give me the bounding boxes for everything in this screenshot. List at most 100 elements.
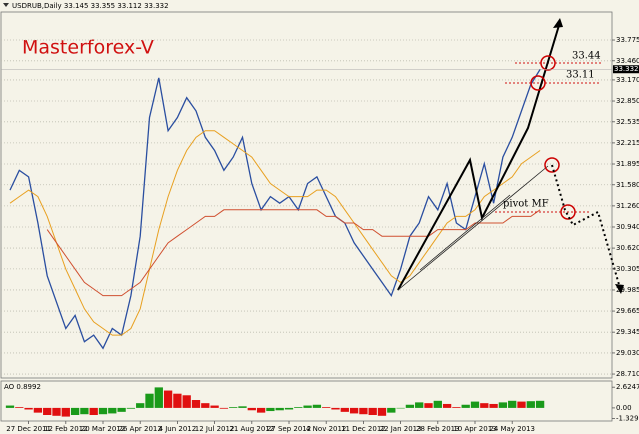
ao-bar bbox=[15, 407, 24, 408]
ao-bar bbox=[322, 407, 331, 408]
ao-bar bbox=[461, 404, 470, 408]
ao-bar bbox=[508, 400, 517, 408]
ao-bar bbox=[163, 390, 173, 408]
price-line bbox=[9, 130, 541, 336]
x-tick-label: 10 Apr 2013 bbox=[453, 425, 496, 433]
ao-bar bbox=[433, 400, 442, 408]
ao-bar bbox=[5, 405, 15, 408]
main-panel bbox=[0, 11, 613, 379]
ao-bar bbox=[210, 405, 219, 408]
ao-bar bbox=[312, 404, 322, 408]
y-tick-label: 28.710 bbox=[616, 370, 639, 378]
ao-bar bbox=[173, 393, 182, 408]
y-tick-label: 30.940 bbox=[616, 223, 639, 231]
x-tick-label: 12 Jul 2012 bbox=[195, 425, 235, 433]
ao-bar bbox=[340, 407, 349, 412]
level-label: 33.44 bbox=[572, 51, 601, 62]
x-tick-label: 27 Dec 2011 bbox=[6, 425, 51, 433]
ao-title: AO 0.8992 bbox=[4, 383, 41, 391]
ao-bar bbox=[70, 407, 80, 416]
x-tick-label: 21 Aug 2012 bbox=[229, 425, 274, 433]
x-tick-label: 26 Apr 2012 bbox=[119, 425, 162, 433]
ao-bar bbox=[489, 403, 498, 408]
y-tick-label: 32.215 bbox=[616, 139, 639, 147]
ao-bar bbox=[61, 407, 70, 417]
ao-bar bbox=[424, 403, 433, 408]
y-tick-label: 33.775 bbox=[616, 36, 639, 44]
ao-bar bbox=[43, 407, 52, 416]
pivot-label: pivot MF bbox=[503, 199, 549, 210]
y-tick-label: 29.345 bbox=[616, 328, 639, 336]
x-tick-label: 4 Jun 2012 bbox=[159, 425, 197, 433]
ao-bar bbox=[33, 407, 43, 413]
target-circle bbox=[530, 75, 546, 91]
ao-bar bbox=[331, 407, 340, 410]
ao-bar bbox=[480, 403, 489, 408]
ao-bar bbox=[303, 405, 312, 408]
ao-bar bbox=[98, 407, 108, 415]
ao-bar bbox=[349, 407, 359, 414]
y-tick-label: 2.6247 bbox=[616, 383, 639, 391]
arrow-head bbox=[553, 18, 563, 28]
ao-bar bbox=[219, 407, 229, 409]
y-tick-label: 31.895 bbox=[616, 160, 639, 168]
y-tick-label: 31.260 bbox=[616, 202, 639, 210]
y-tick-label: 29.030 bbox=[616, 349, 639, 357]
ao-bar bbox=[229, 407, 238, 408]
ao-bar bbox=[517, 401, 526, 408]
ao-bar bbox=[498, 402, 508, 408]
ao-bar bbox=[126, 407, 136, 409]
y-tick-label: 32.850 bbox=[616, 97, 639, 105]
ao-bar bbox=[415, 402, 424, 408]
ao-panel bbox=[0, 380, 613, 422]
ao-bar bbox=[247, 407, 256, 411]
ao-bar bbox=[256, 407, 266, 413]
y-tick-label: 0.00 bbox=[616, 404, 632, 412]
x-tick-label: 20 Mar 2012 bbox=[81, 425, 125, 433]
x-tick-label: 12 Feb 2012 bbox=[44, 425, 88, 433]
y-tick-label: 31.580 bbox=[616, 181, 639, 189]
y-tick-label: 30.620 bbox=[616, 244, 639, 252]
ao-bar bbox=[405, 404, 415, 408]
x-tick-label: 28 Feb 2013 bbox=[416, 425, 460, 433]
ao-bar bbox=[359, 407, 368, 415]
y-tick-label: 32.535 bbox=[616, 118, 639, 126]
forecast-path bbox=[551, 164, 621, 289]
price-line bbox=[46, 209, 541, 297]
x-tick-label: 4 Nov 2012 bbox=[306, 425, 346, 433]
current-price-label: 33.332 bbox=[614, 65, 639, 73]
x-tick-label: 27 Sep 2012 bbox=[267, 425, 311, 433]
ao-bar bbox=[191, 400, 201, 408]
target-circle bbox=[540, 55, 556, 71]
x-tick-label: 24 May 2013 bbox=[489, 425, 535, 433]
ao-bar bbox=[442, 403, 452, 408]
ao-bar bbox=[238, 406, 247, 408]
ao-bar bbox=[387, 407, 396, 413]
ao-bar bbox=[117, 407, 126, 412]
current-price-box bbox=[613, 65, 639, 74]
x-tick-label: 11 Dec 2012 bbox=[341, 425, 386, 433]
y-tick-label: 33.460 bbox=[616, 57, 639, 65]
target-circle bbox=[544, 157, 560, 173]
ao-bar bbox=[284, 407, 294, 410]
y-tick-label: 29.985 bbox=[616, 286, 639, 294]
ao-bar bbox=[108, 407, 117, 414]
ao-bar bbox=[470, 401, 480, 408]
trend-line bbox=[419, 194, 511, 271]
ao-bar bbox=[452, 407, 461, 408]
target-circle bbox=[560, 204, 576, 220]
ao-bar bbox=[368, 407, 377, 416]
ao-bar bbox=[275, 407, 284, 411]
arrow-head bbox=[615, 284, 624, 294]
trend-line bbox=[397, 165, 549, 291]
ao-bar bbox=[80, 407, 89, 415]
menu-triangle bbox=[3, 3, 9, 7]
y-tick-label: -1.3295 bbox=[616, 414, 639, 422]
ao-bar bbox=[526, 401, 535, 408]
ao-bar bbox=[154, 387, 163, 408]
ao-bar bbox=[396, 407, 405, 409]
ao-bar bbox=[266, 407, 275, 412]
